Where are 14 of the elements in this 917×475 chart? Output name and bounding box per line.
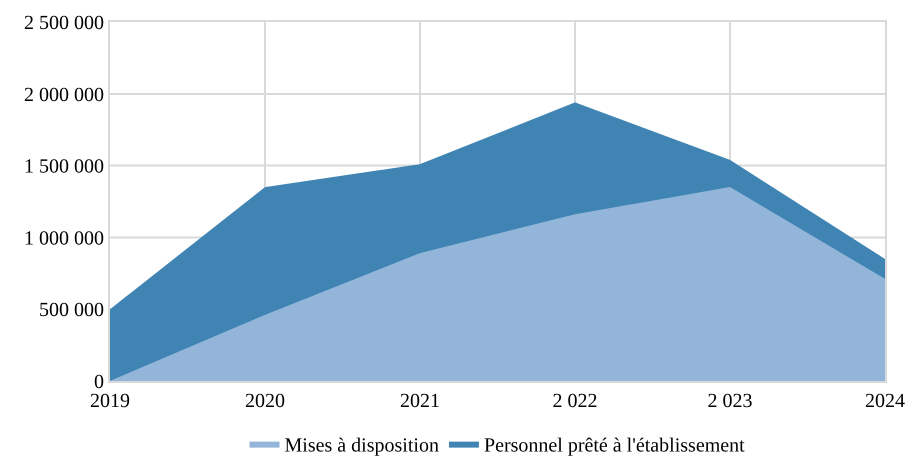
y-tick-label: 1 500 000 xyxy=(24,156,104,178)
x-tick-label: 2 023 xyxy=(708,390,752,412)
y-tick-label: 500 000 xyxy=(39,299,104,322)
y-tick-label: 2 000 000 xyxy=(24,84,104,106)
x-tick-label: 2024 xyxy=(865,390,905,412)
y-tick-label: 0 xyxy=(94,371,104,393)
legend-label: Mises à disposition xyxy=(284,434,439,456)
x-tick-label: 2 022 xyxy=(552,390,598,412)
y-tick-label: 2 500 000 xyxy=(24,12,104,34)
x-tick-label: 2019 xyxy=(90,390,130,412)
x-tick-label: 2021 xyxy=(400,390,440,412)
x-tick-label: 2020 xyxy=(245,390,285,412)
y-tick-label: 1 000 000 xyxy=(24,227,104,250)
legend-label: Personnel prêté à l'établissement xyxy=(484,434,746,456)
